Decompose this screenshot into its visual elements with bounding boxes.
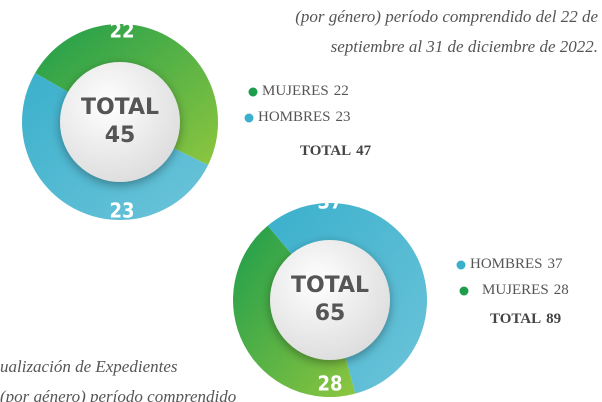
legend-name: MUJERES (482, 282, 549, 298)
legend-total: TOTAL 89 (490, 311, 561, 327)
center-total: 45 (105, 123, 136, 148)
caption: (por género) período comprendido del 22 … (295, 7, 598, 26)
legend-dot (459, 286, 469, 296)
donut-segment (22, 73, 209, 220)
caption: septiembre al 31 de diciembre de 2022. (331, 37, 598, 56)
center-total: 65 (315, 301, 346, 326)
center-disc (270, 240, 390, 360)
donut-segment (35, 23, 219, 165)
legend-entry: HOMBRES 37 (470, 256, 563, 272)
segment-label: 23 (109, 199, 134, 223)
legend-total-value: 89 (546, 311, 561, 327)
legend-total-label: TOTAL (490, 311, 541, 327)
legend-name: MUJERES (262, 83, 329, 99)
center-label: TOTAL (81, 95, 159, 120)
donut-segment (267, 202, 428, 394)
legend-total: TOTAL 47 (300, 143, 372, 159)
legend-value: 22 (334, 83, 349, 99)
legend-value: 37 (548, 256, 564, 272)
legend-name: HOMBRES (258, 109, 331, 125)
legend-entry: MUJERES 28 (482, 282, 569, 298)
legend-dot (456, 260, 466, 270)
segment-label: 37 (317, 190, 342, 214)
donut-segment (233, 225, 356, 397)
caption: ualización de Expedientes (0, 357, 178, 376)
legend-name: HOMBRES (470, 256, 543, 272)
legend-entry: HOMBRES 23 (258, 109, 351, 125)
legend-total-label: TOTAL (300, 143, 351, 159)
center-disc (60, 62, 180, 182)
segment-label: 22 (109, 19, 134, 43)
legend-value: 23 (336, 109, 351, 125)
legend-total-value: 47 (356, 143, 372, 159)
caption: (por género) período comprendido (0, 387, 236, 402)
legend-dot (244, 113, 254, 123)
center-label: TOTAL (291, 273, 369, 298)
legend-dot (248, 87, 258, 97)
segment-label: 28 (317, 372, 342, 396)
legend-entry: MUJERES 22 (262, 83, 349, 99)
legend-value: 28 (554, 282, 569, 298)
